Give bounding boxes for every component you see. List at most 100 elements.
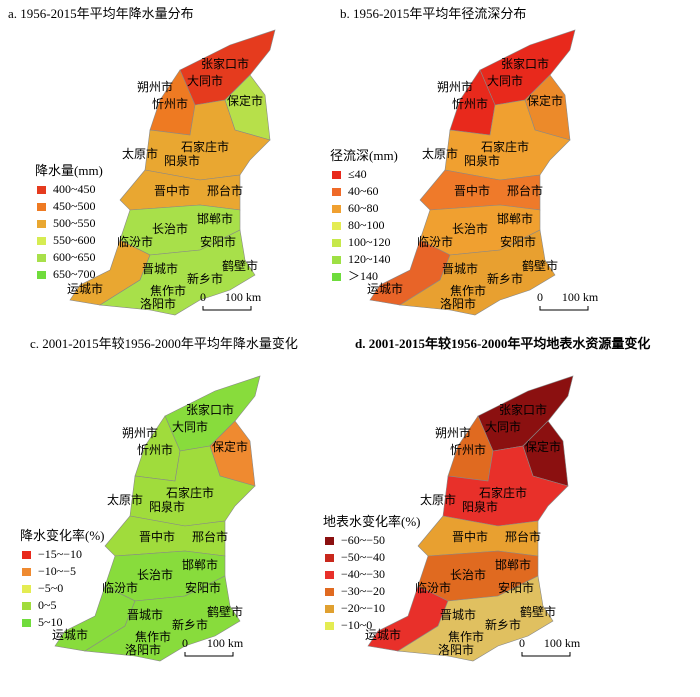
scale-bar <box>202 306 252 311</box>
city-label: 运城市 <box>67 281 103 296</box>
city-label: 张家口市 <box>501 56 549 71</box>
city-label: 安阳市 <box>498 580 534 595</box>
city-label: 洛阳市 <box>140 296 176 311</box>
city-label: 焦作市 <box>135 629 171 644</box>
legend-label: 120~140 <box>348 252 391 266</box>
scale-end: 100 km <box>544 636 581 650</box>
legend-label: 550~600 <box>53 233 96 247</box>
scale-start: 0 <box>182 636 188 650</box>
city-label: 石家庄市 <box>481 139 529 154</box>
legend-label: 650~700 <box>53 267 96 281</box>
city-label: 长治市 <box>452 221 488 236</box>
legend-label: −10~−5 <box>38 564 76 578</box>
city-label: 焦作市 <box>450 283 486 298</box>
city-label: 晋中市 <box>452 529 488 544</box>
city-label: 安阳市 <box>185 580 221 595</box>
city-label: 朔州市 <box>137 79 173 94</box>
legend-label: −15~−10 <box>38 547 82 561</box>
legend-label: −5~0 <box>38 581 63 595</box>
city-label: 鹤壁市 <box>222 258 258 273</box>
legend-swatch <box>332 222 341 230</box>
scale-bar <box>539 306 589 311</box>
city-label: 鹤壁市 <box>522 258 558 273</box>
legend-swatch <box>22 585 31 593</box>
city-label: 邢台市 <box>192 529 228 544</box>
city-label: 阳泉市 <box>464 153 500 168</box>
city-label: 焦作市 <box>448 629 484 644</box>
legend-swatch <box>22 602 31 610</box>
city-label: 晋城市 <box>440 607 476 622</box>
scale-end: 100 km <box>562 290 599 304</box>
panel-title: a. 1956-2015年平均年降水量分布 <box>8 6 194 21</box>
legend-label: −30~−20 <box>341 584 385 598</box>
legend-swatch <box>332 205 341 213</box>
city-label: 邯郸市 <box>197 211 233 226</box>
city-label: 新乡市 <box>485 617 521 632</box>
city-label: 大同市 <box>487 73 523 88</box>
legend-label: −20~−10 <box>341 601 385 615</box>
city-label: 忻州市 <box>137 442 173 457</box>
city-label: 阳泉市 <box>164 153 200 168</box>
legend-label: 450~500 <box>53 199 96 213</box>
city-label: 邢台市 <box>207 183 243 198</box>
legend-label: 600~650 <box>53 250 96 264</box>
region <box>397 575 554 662</box>
city-label: 新乡市 <box>187 271 223 286</box>
city-label: 焦作市 <box>150 283 186 298</box>
panel-title: c. 2001-2015年较1956-2000年平均年降水量变化 <box>30 336 298 351</box>
panel-title: b. 1956-2015年平均年径流深分布 <box>340 6 526 21</box>
legend-swatch <box>37 186 46 194</box>
legend-label: 5~10 <box>38 615 63 629</box>
city-label: 石家庄市 <box>181 139 229 154</box>
legend-swatch <box>325 605 334 613</box>
legend-swatch <box>37 254 46 262</box>
city-label: 新乡市 <box>487 271 523 286</box>
city-label: 太原市 <box>122 146 158 161</box>
city-label: 邯郸市 <box>182 557 218 572</box>
city-label: 临汾市 <box>415 580 451 595</box>
city-label: 大同市 <box>187 73 223 88</box>
city-label: 保定市 <box>212 439 248 454</box>
city-label: 晋城市 <box>142 261 178 276</box>
city-label: 忻州市 <box>452 96 488 111</box>
scale-end: 100 km <box>207 636 244 650</box>
city-label: 张家口市 <box>201 56 249 71</box>
city-label: 石家庄市 <box>479 485 527 500</box>
legend-label: 0~5 <box>38 598 57 612</box>
legend-label: ≤40 <box>348 167 367 181</box>
city-label: 安阳市 <box>200 234 236 249</box>
legend-label: 500~550 <box>53 216 96 230</box>
city-label: 运城市 <box>365 627 401 642</box>
city-label: 大同市 <box>485 419 521 434</box>
legend-title: 降水量(mm) <box>35 163 103 178</box>
legend-label: 80~100 <box>348 218 385 232</box>
legend-swatch <box>332 256 341 264</box>
city-label: 太原市 <box>422 146 458 161</box>
city-label: 忻州市 <box>152 96 188 111</box>
legend-swatch <box>325 554 334 562</box>
city-label: 保定市 <box>227 93 263 108</box>
city-label: 张家口市 <box>499 402 547 417</box>
city-label: 临汾市 <box>117 234 153 249</box>
region <box>399 229 556 316</box>
panel-title: d. 2001-2015年较1956-2000年平均地表水资源量变化 <box>355 336 650 351</box>
city-label: 朔州市 <box>435 425 471 440</box>
city-label: 忻州市 <box>450 442 486 457</box>
legend-swatch <box>37 237 46 245</box>
city-label: 保定市 <box>525 439 561 454</box>
city-label: 运城市 <box>52 627 88 642</box>
legend-label: 400~450 <box>53 182 96 196</box>
city-label: 临汾市 <box>102 580 138 595</box>
city-label: 运城市 <box>367 281 403 296</box>
city-label: 保定市 <box>527 93 563 108</box>
scale-start: 0 <box>537 290 543 304</box>
scale-bar <box>184 652 234 657</box>
region <box>84 575 241 662</box>
legend-swatch <box>325 588 334 596</box>
city-label: 安阳市 <box>500 234 536 249</box>
region <box>99 229 256 316</box>
city-label: 阳泉市 <box>462 499 498 514</box>
legend-swatch <box>325 537 334 545</box>
legend-swatch <box>332 273 341 281</box>
